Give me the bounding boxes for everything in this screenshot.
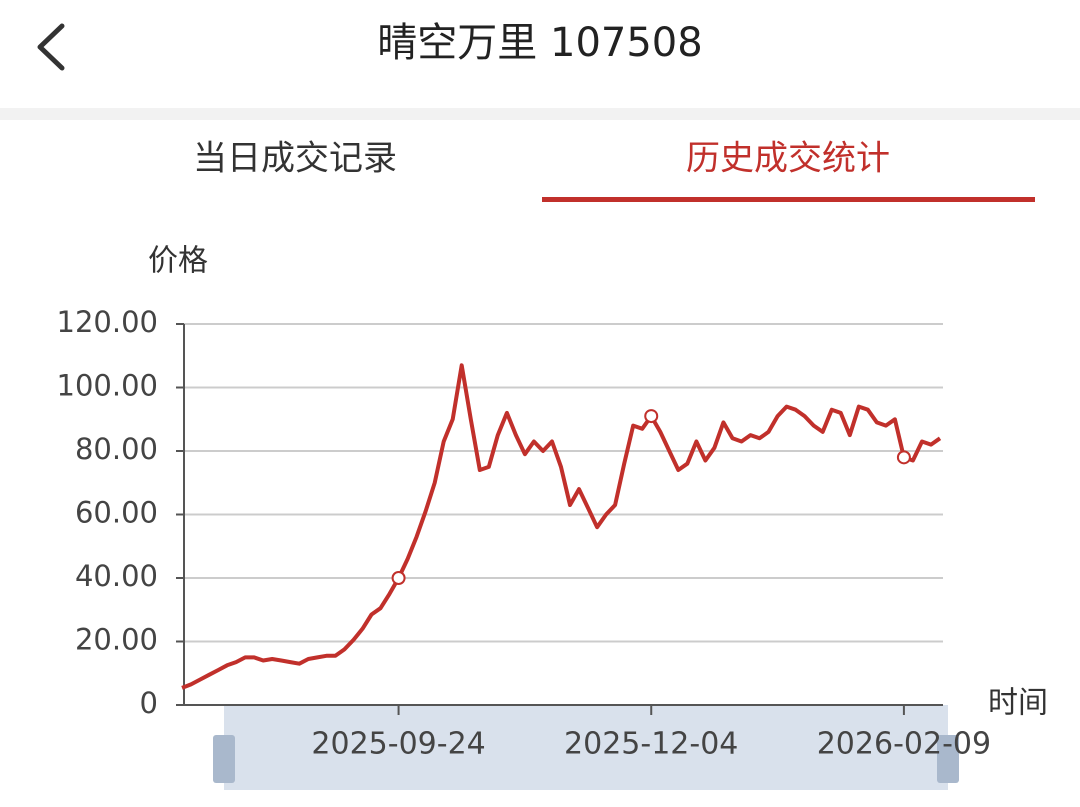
y-tick-label: 20.00	[75, 623, 158, 657]
tab[interactable]: 当日成交记录	[193, 139, 397, 179]
price-line	[181, 363, 942, 690]
y-tick-label: 100.00	[57, 369, 158, 403]
y-tick-label: 0	[140, 686, 158, 720]
tabs: 当日成交记录 历史成交统计	[193, 139, 1035, 202]
y-tick-label: 60.00	[75, 496, 158, 530]
x-axis-label: 时间	[988, 686, 1048, 721]
point-marker	[391, 571, 406, 585]
y-tick-label: 80.00	[75, 432, 158, 466]
x-tick-label: 2025-09-24	[311, 727, 485, 762]
y-tick-label: 120.00	[57, 305, 158, 339]
tab[interactable]: 历史成交统计	[686, 139, 890, 179]
x-tick-label: 2025-12-04	[564, 727, 738, 762]
back-button[interactable]	[37, 23, 65, 71]
point-marker	[896, 450, 911, 465]
tab-indicator	[542, 197, 1035, 202]
divider	[0, 108, 1080, 120]
page-title: 晴空万里 107508	[377, 20, 702, 66]
y-axis-label: 价格	[148, 244, 208, 279]
zoom-handle[interactable]	[213, 735, 235, 783]
point-marker	[644, 409, 659, 424]
zoom-handle[interactable]	[937, 735, 959, 783]
y-tick-label: 40.00	[75, 559, 158, 593]
zoom-slider[interactable]	[224, 705, 948, 790]
x-tick-label: 2026-02-09	[817, 727, 991, 762]
